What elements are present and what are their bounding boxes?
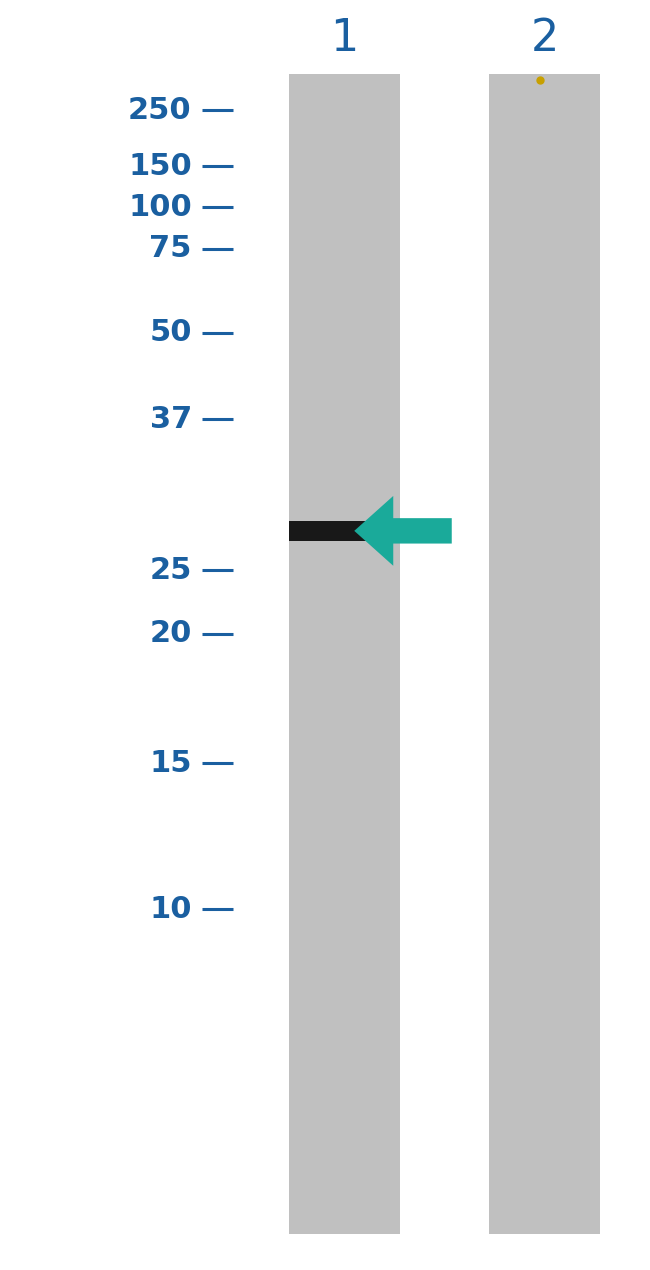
Text: 10: 10 — [150, 895, 192, 923]
FancyArrow shape — [354, 495, 452, 566]
Text: 20: 20 — [150, 620, 192, 648]
Text: 75: 75 — [150, 235, 192, 263]
Text: 250: 250 — [128, 97, 192, 124]
Text: 1: 1 — [330, 17, 359, 60]
Bar — [289, 521, 400, 541]
Text: 50: 50 — [150, 319, 192, 347]
Text: 150: 150 — [128, 152, 192, 180]
Text: 25: 25 — [150, 556, 192, 584]
Bar — [289, 74, 400, 1234]
Text: 2: 2 — [530, 17, 559, 60]
Text: 37: 37 — [150, 405, 192, 433]
Bar — [489, 74, 600, 1234]
Text: 15: 15 — [150, 749, 192, 777]
Text: 100: 100 — [128, 193, 192, 221]
